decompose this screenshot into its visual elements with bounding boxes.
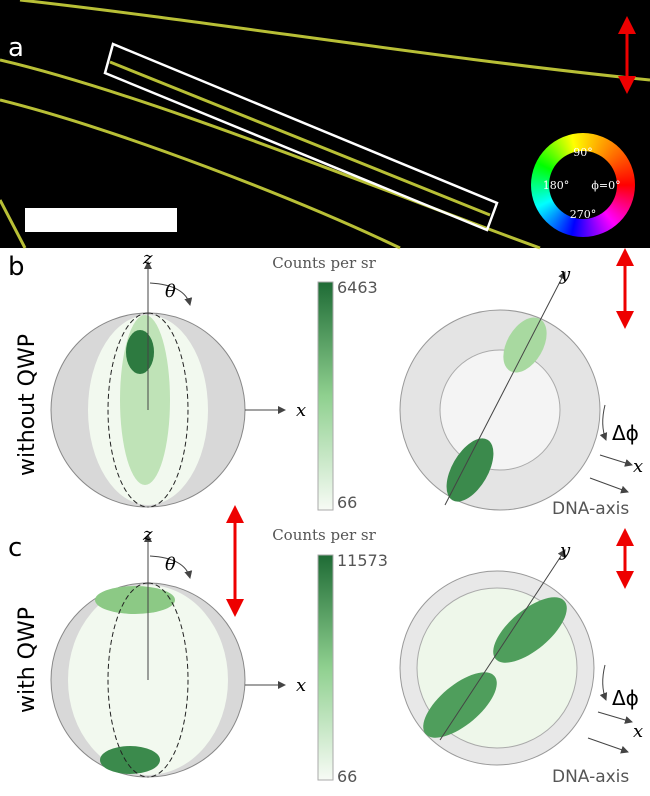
colorbar-title: Counts per sr <box>272 254 376 272</box>
sphere-data <box>126 330 154 374</box>
panel-label: b <box>8 252 25 282</box>
axis-label: DNA-axis <box>552 499 629 519</box>
axis-label: x <box>296 400 306 421</box>
axis-label: z <box>142 524 153 545</box>
color-wheel-center <box>549 151 617 219</box>
dna-axis-arrow <box>589 477 629 494</box>
axis-label: y <box>559 264 571 285</box>
dna-strands <box>0 0 650 250</box>
color-wheel <box>531 133 635 237</box>
y-axis <box>444 271 566 506</box>
colorbar-title: Counts per sr <box>272 526 376 544</box>
dna-axis-arrow <box>587 737 629 754</box>
axis-label: x <box>633 456 643 477</box>
colorbar <box>317 554 334 781</box>
axis-label: Δϕ <box>612 421 639 445</box>
colorbar <box>317 281 334 511</box>
polar-data <box>423 672 497 738</box>
polar-disk <box>439 349 561 471</box>
phi-arrow <box>599 664 608 701</box>
meridian <box>107 312 189 508</box>
colorbar-max: 6463 <box>337 278 378 297</box>
scale-bar <box>25 208 177 232</box>
colorbar-min: 66 <box>337 767 357 786</box>
axis-label: θ <box>165 281 176 302</box>
polar-data <box>446 438 494 502</box>
x-axis <box>597 711 633 724</box>
meridian <box>107 582 189 778</box>
panel-label: c <box>8 533 22 563</box>
axis-label: y <box>559 540 571 561</box>
theta-arrow <box>149 555 193 579</box>
axis-label: z <box>142 248 153 269</box>
theta-arrow <box>149 282 193 306</box>
polar-data <box>503 317 547 373</box>
phi-arrow <box>599 404 608 441</box>
y-axis <box>439 549 566 741</box>
sphere-data <box>95 586 175 614</box>
panel-label: a <box>8 33 24 63</box>
axis-label: θ <box>165 554 176 575</box>
x-axis <box>599 454 633 467</box>
colorbar-min: 66 <box>337 493 357 512</box>
axis-label: x <box>633 721 643 742</box>
axis-label: x <box>296 675 306 696</box>
colorbar-max: 11573 <box>337 551 388 570</box>
axis-label: DNA-axis <box>552 767 629 787</box>
sphere-data <box>100 746 160 774</box>
polar-data <box>493 597 567 663</box>
selection-box <box>103 42 499 232</box>
axis-label: Δϕ <box>612 686 639 710</box>
condition-label: without QWP <box>15 334 40 476</box>
condition-label: with QWP <box>15 607 40 713</box>
